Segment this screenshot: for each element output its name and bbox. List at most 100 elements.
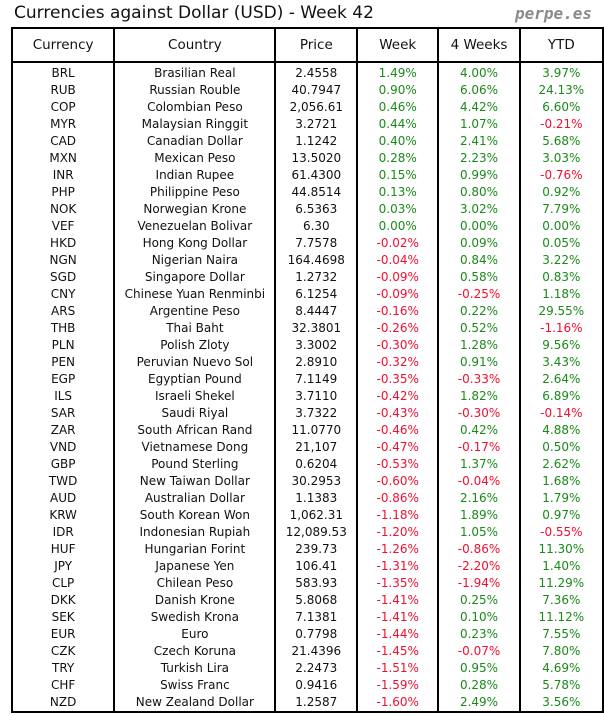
4weeks-change: 0.58% [437, 269, 521, 286]
ytd-change: 11.12% [518, 609, 604, 626]
ytd-change: 29.55% [518, 303, 604, 320]
header-row: Currency Country Price Week 4 Weeks YTD [10, 27, 604, 63]
currency-code: VND [10, 439, 116, 456]
price: 6.1254 [274, 286, 359, 303]
table-row: TRY Turkish Lira 2.2473 -1.51% 0.95% 4.69% [10, 660, 604, 677]
table-row: CLP Chilean Peso 583.93 -1.35% -1.94% 11.29% [10, 575, 604, 592]
currency-code: TRY [10, 660, 116, 677]
country-name: Australian Dollar [113, 490, 277, 507]
currency-code: EUR [10, 626, 116, 643]
week-change: -1.26% [356, 541, 440, 558]
week-change: -0.04% [356, 252, 440, 269]
table-row: PLN Polish Zloty 3.3002 -0.30% 1.28% 9.56% [10, 337, 604, 354]
ytd-change: -0.55% [518, 524, 604, 541]
week-change: -1.18% [356, 507, 440, 524]
week-change: -0.42% [356, 388, 440, 405]
currency-code: CAD [10, 133, 116, 150]
price: 1.1242 [274, 133, 359, 150]
currency-code: PLN [10, 337, 116, 354]
country-name: Malaysian Ringgit [113, 116, 277, 133]
country-name: Czech Koruna [113, 643, 277, 660]
4weeks-change: 0.84% [437, 252, 521, 269]
4weeks-change: 4.00% [437, 62, 521, 82]
week-change: -1.41% [356, 592, 440, 609]
table-row: CZK Czech Koruna 21.4396 -1.45% -0.07% 7.80% [10, 643, 604, 660]
table-row: CNY Chinese Yuan Renminbi 6.1254 -0.09% -0.2… [10, 286, 604, 303]
price: 7.7578 [274, 235, 359, 252]
price: 5.8068 [274, 592, 359, 609]
price: 1,062.31 [274, 507, 359, 524]
currency-code: CNY [10, 286, 116, 303]
ytd-change: -1.16% [518, 320, 604, 337]
4weeks-change: 4.42% [437, 99, 521, 116]
country-name: Japanese Yen [113, 558, 277, 575]
ytd-change: 0.97% [518, 507, 604, 524]
table-row: PHP Philippine Peso 44.8514 0.13% 0.80% 0.92% [10, 184, 604, 201]
ytd-change: 5.78% [518, 677, 604, 694]
country-name: Swiss Franc [113, 677, 277, 694]
week-change: -1.35% [356, 575, 440, 592]
4weeks-change: 3.02% [437, 201, 521, 218]
week-change: -0.43% [356, 405, 440, 422]
price: 3.7322 [274, 405, 359, 422]
week-change: -0.26% [356, 320, 440, 337]
country-name: Brasilian Real [113, 62, 277, 82]
4weeks-change: 0.95% [437, 660, 521, 677]
col-header-week: Week [356, 27, 440, 63]
country-name: Russian Rouble [113, 82, 277, 99]
country-name: Danish Krone [113, 592, 277, 609]
price: 1.1383 [274, 490, 359, 507]
4weeks-change: 0.10% [437, 609, 521, 626]
table-row: BRL Brasilian Real 2.4558 1.49% 4.00% 3.97% [10, 62, 604, 82]
currency-table: Currency Country Price Week 4 Weeks YTD … [10, 27, 604, 713]
week-change: 0.46% [356, 99, 440, 116]
price: 0.9416 [274, 677, 359, 694]
week-change: 0.15% [356, 167, 440, 184]
price: 7.1381 [274, 609, 359, 626]
currency-code: HUF [10, 541, 116, 558]
4weeks-change: 2.49% [437, 694, 521, 712]
currency-code: CHF [10, 677, 116, 694]
country-name: Peruvian Nuevo Sol [113, 354, 277, 371]
country-name: Canadian Dollar [113, 133, 277, 150]
price: 2.2473 [274, 660, 359, 677]
ytd-change: 3.03% [518, 150, 604, 167]
4weeks-change: 2.16% [437, 490, 521, 507]
week-change: 0.44% [356, 116, 440, 133]
4weeks-change: 1.82% [437, 388, 521, 405]
4weeks-change: 0.00% [437, 218, 521, 235]
4weeks-change: 0.99% [437, 167, 521, 184]
ytd-change: 4.88% [518, 422, 604, 439]
country-name: Nigerian Naira [113, 252, 277, 269]
country-name: Indian Rupee [113, 167, 277, 184]
week-change: -1.59% [356, 677, 440, 694]
table-row: MYR Malaysian Ringgit 3.2721 0.44% 1.07% -0.2… [10, 116, 604, 133]
ytd-change: 0.83% [518, 269, 604, 286]
table-row: HKD Hong Kong Dollar 7.7578 -0.02% 0.09% 0.05… [10, 235, 604, 252]
country-name: Argentine Peso [113, 303, 277, 320]
price: 583.93 [274, 575, 359, 592]
week-change: -0.47% [356, 439, 440, 456]
week-change: -0.09% [356, 286, 440, 303]
col-header-price: Price [274, 27, 359, 63]
price: 3.3002 [274, 337, 359, 354]
4weeks-change: 1.89% [437, 507, 521, 524]
currency-code: GBP [10, 456, 116, 473]
table-row: TWD New Taiwan Dollar 30.2953 -0.60% -0.04% 1… [10, 473, 604, 490]
table-row: INR Indian Rupee 61.4300 0.15% 0.99% -0.76% [10, 167, 604, 184]
country-name: New Zealand Dollar [113, 694, 277, 712]
ytd-change: 3.97% [518, 62, 604, 82]
currency-code: CLP [10, 575, 116, 592]
price: 13.5020 [274, 150, 359, 167]
week-change: 0.28% [356, 150, 440, 167]
4weeks-change: 1.05% [437, 524, 521, 541]
currency-code: JPY [10, 558, 116, 575]
ytd-change: 2.62% [518, 456, 604, 473]
week-change: -1.20% [356, 524, 440, 541]
4weeks-change: 0.52% [437, 320, 521, 337]
ytd-change: 1.68% [518, 473, 604, 490]
currency-code: PHP [10, 184, 116, 201]
country-name: Israeli Shekel [113, 388, 277, 405]
col-header-currency: Currency [10, 27, 116, 63]
currency-code: DKK [10, 592, 116, 609]
